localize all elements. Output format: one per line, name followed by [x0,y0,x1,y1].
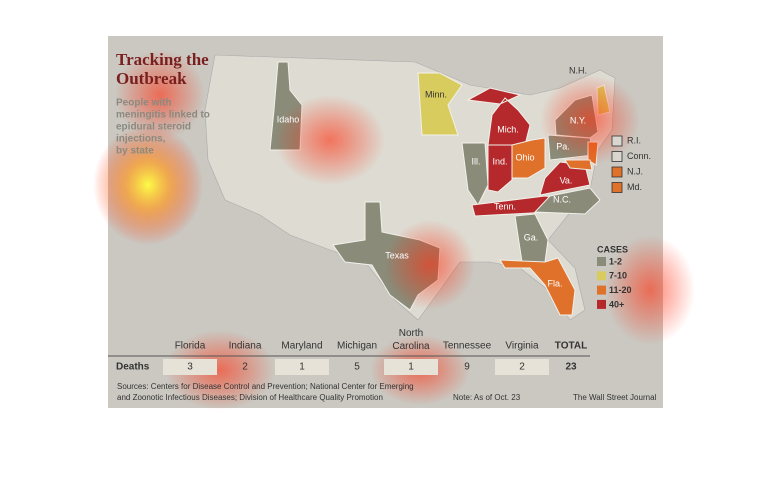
row-label: Deaths [116,362,150,373]
note: Note: As of Oct. 23 [453,393,521,402]
table-value: 1 [299,362,305,373]
state-label: Ohio [515,152,534,162]
state-label: N.H. [569,65,587,75]
table-value: 2 [519,362,525,373]
sources: Sources: Centers for Disease Control and… [117,382,414,391]
subtitle: injections, [116,134,166,145]
legend-label: 7-10 [609,271,627,281]
column-header: TOTAL [555,341,587,352]
state-label: Idaho [277,114,300,124]
table-cell-bg [275,359,329,375]
state-label: Fla. [547,278,562,288]
state-label: N.C. [553,194,571,204]
table-value: 1 [408,362,414,373]
state-shape [539,161,591,196]
small-state-box [611,151,623,162]
table-value: 5 [354,362,360,373]
state-label: Va. [560,175,573,185]
state-shape [417,72,463,136]
legend-swatch [597,299,606,309]
subtitle: People with [116,98,172,109]
state-label: N.Y. [570,115,586,125]
state-label: Pa. [556,141,570,151]
legend-swatch [597,271,606,281]
subtitle: epidural steroid [116,122,191,133]
legend-swatch [597,257,606,266]
small-state-label: N.J. [627,166,643,176]
legend-label: 1-2 [609,256,622,266]
table-cell-bg [163,359,217,375]
small-state-box [611,135,623,147]
small-state-label: Md. [627,182,642,192]
column-header: Virginia [505,341,539,352]
state-label: Ill. [472,156,481,166]
state-shape [461,142,489,206]
legend-label: 11-20 [609,285,632,295]
state-label: Minn. [425,89,447,99]
small-state-label: R.I. [627,135,641,145]
state-shape [499,257,576,316]
credit: The Wall Street Journal [573,393,657,402]
column-header: Florida [175,341,206,352]
table-value: 2 [242,362,248,373]
state-label: Ga. [524,232,539,242]
table-value: 23 [565,362,577,373]
small-state-box [611,182,623,193]
table-cell-bg [495,359,549,375]
state-label: Mich. [497,124,519,134]
column-header: Michigan [337,341,377,352]
subtitle: meningitis linked to [116,110,210,121]
title: Tracking the [116,50,209,69]
state-label: Tenn. [494,201,516,211]
heatmap-overlay [93,50,695,410]
table-cell-bg [384,359,438,375]
table-value: 9 [464,362,470,373]
state-shape [514,213,549,263]
legend-label: 40+ [609,299,624,309]
legend-title: CASES [597,244,628,254]
column-header: Maryland [281,341,322,352]
state-label: Ind. [492,156,507,166]
legend-swatch [597,285,606,295]
column-header: Tennessee [443,341,492,352]
subtitle: by state [116,146,154,157]
sources: and Zoonotic Infectious Diseases; Divisi… [117,393,383,402]
column-header: Indiana [229,341,262,352]
state-shape [511,137,546,179]
state-label: Texas [385,250,409,260]
state-shape [533,187,601,215]
small-state-box [611,166,623,178]
table-value: 3 [187,362,193,373]
column-header: North Carolina [392,328,430,352]
title: Outbreak [116,69,187,88]
state-shape [487,144,513,193]
small-state-label: Conn. [627,151,651,161]
